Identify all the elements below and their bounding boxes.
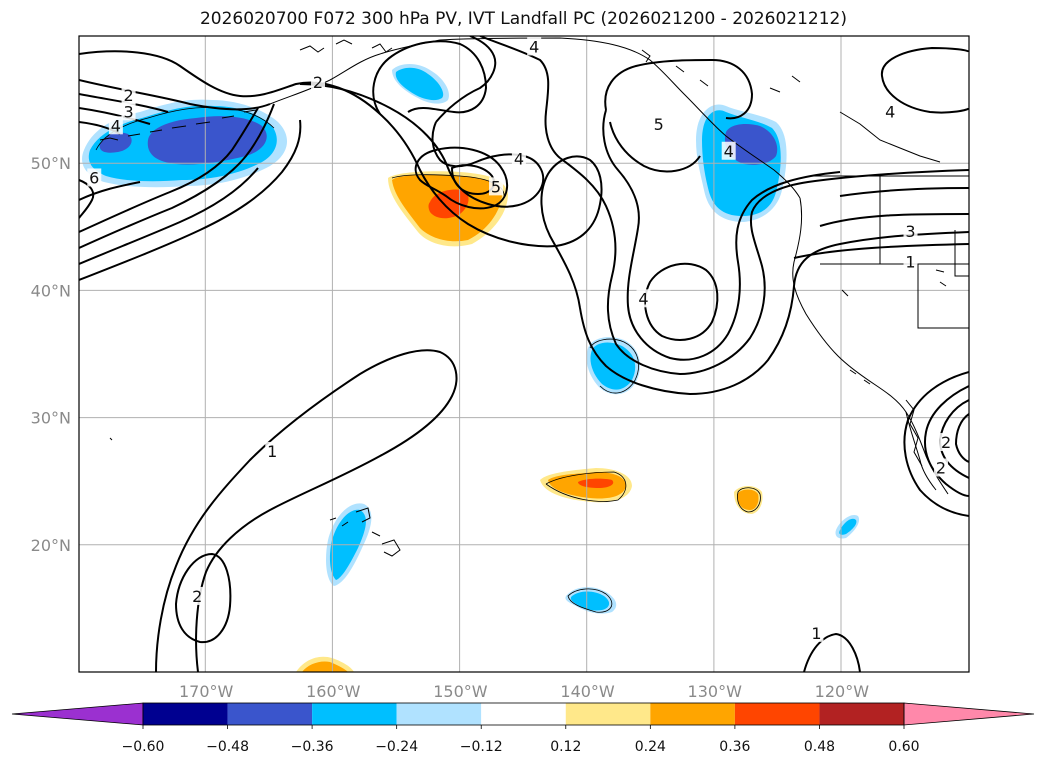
- lon-label: 130°W: [688, 682, 743, 701]
- hawaii-islands: [329, 507, 401, 557]
- longitude-labels: 170°W 160°W 150°W 140°W 130°W 120°W: [179, 682, 869, 701]
- lon-label: 160°W: [306, 682, 361, 701]
- contour-label-bg: [511, 149, 526, 168]
- colorbar-tick-label: 0.36: [719, 739, 750, 755]
- contour-label: 6: [89, 168, 99, 187]
- colorbar-tick-label: 0.60: [888, 739, 919, 755]
- colorbar-swatch: [143, 703, 228, 725]
- contour-label-bg: [311, 73, 326, 92]
- colorbar-swatch: [312, 703, 397, 725]
- lat-label: 30°N: [31, 409, 71, 428]
- contour-label-bg: [721, 141, 736, 160]
- contour-label-bg: [934, 458, 949, 477]
- contour-label: 5: [654, 115, 664, 134]
- alaska-coast: [269, 37, 801, 199]
- colorbar-swatch: [565, 703, 651, 725]
- contour-label: 3: [123, 102, 133, 121]
- colorbar-tick-label: −0.36: [291, 739, 334, 755]
- colorbar-tick-label: 0.24: [635, 739, 666, 755]
- aleutian-chain: [99, 109, 257, 141]
- contour-label-bg: [903, 221, 918, 240]
- contour-label: 2: [192, 587, 202, 606]
- contour-label-bg: [903, 252, 918, 271]
- lat-label: 50°N: [31, 154, 71, 173]
- contour-label: 2: [313, 73, 323, 92]
- lat-label: 20°N: [31, 536, 71, 555]
- colorbar-tick-label: −0.60: [122, 739, 165, 755]
- na-west-coast: [792, 197, 949, 495]
- contour-label: 5: [491, 177, 501, 196]
- colorbar-swatch: [819, 703, 904, 725]
- contour-label: 2: [941, 433, 951, 452]
- contour-label: 4: [111, 116, 121, 135]
- contour-label: 1: [905, 252, 915, 271]
- colorbar-swatch: [481, 703, 566, 725]
- colorbar-frame: [142, 702, 905, 726]
- latitude-labels: 50°N 40°N 30°N 20°N: [31, 154, 71, 555]
- lon-label: 170°W: [179, 682, 234, 701]
- lat-label: 40°N: [31, 281, 71, 300]
- contour-label: 4: [514, 149, 524, 168]
- contour-label: 4: [529, 37, 539, 56]
- lon-label: 150°W: [433, 682, 488, 701]
- baja: [905, 411, 937, 491]
- colorbar: −0.60 −0.48 −0.36 −0.24 −0.12 0.12 0.24 0.36 0.4…: [11, 702, 1035, 755]
- contour-label-bg: [87, 168, 102, 187]
- contour-label-bg: [651, 115, 666, 134]
- colorbar-swatch: [227, 703, 313, 725]
- lon-label: 120°W: [815, 682, 870, 701]
- colorbar-swatch: [734, 703, 820, 725]
- colorbar-tick-label: −0.48: [206, 739, 249, 755]
- contour-label: 4: [724, 142, 734, 161]
- contour-label-bg: [527, 37, 542, 56]
- contour-label: 4: [885, 102, 895, 121]
- lon-label: 140°W: [560, 682, 615, 701]
- contour-label-bg: [108, 116, 123, 135]
- contour-label-bg: [265, 441, 280, 460]
- map-title: 2026020700 F072 300 hPa PV, IVT Landfall…: [199, 9, 847, 29]
- contour-label-bg: [190, 586, 205, 605]
- contour-label-bg: [939, 433, 954, 452]
- contour-label-bg: [809, 623, 824, 642]
- contour-label-bg: [636, 289, 651, 308]
- contour-label: 1: [811, 624, 821, 643]
- colorbar-tick-label: 0.12: [550, 739, 581, 755]
- contour-label-bg: [883, 102, 898, 121]
- contour-label-bg: [489, 177, 504, 196]
- colorbar-tick-label: −0.12: [460, 739, 503, 755]
- colorbar-tick-label: 0.48: [804, 739, 835, 755]
- colorbar-tick-label: −0.24: [375, 739, 418, 755]
- contour-label: 3: [905, 222, 915, 241]
- contour-label: 2: [936, 458, 946, 477]
- colorbar-swatch: [396, 703, 482, 725]
- ivt-contours: [79, 36, 969, 672]
- map-frame: [78, 35, 970, 673]
- us-borders: [808, 175, 969, 329]
- pv-anomaly-shading: [82, 64, 860, 672]
- contour-label-bg: [121, 102, 136, 121]
- contour-label: 4: [638, 289, 648, 308]
- coastlines: [99, 37, 969, 557]
- contour-label: 1: [267, 442, 277, 461]
- contour-label-bg: [121, 85, 136, 104]
- contour-label: 2: [123, 86, 133, 105]
- colorbar-swatch: [650, 703, 735, 725]
- colorbar-extend-low: [11, 702, 144, 726]
- colorbar-extend-high: [903, 702, 1035, 726]
